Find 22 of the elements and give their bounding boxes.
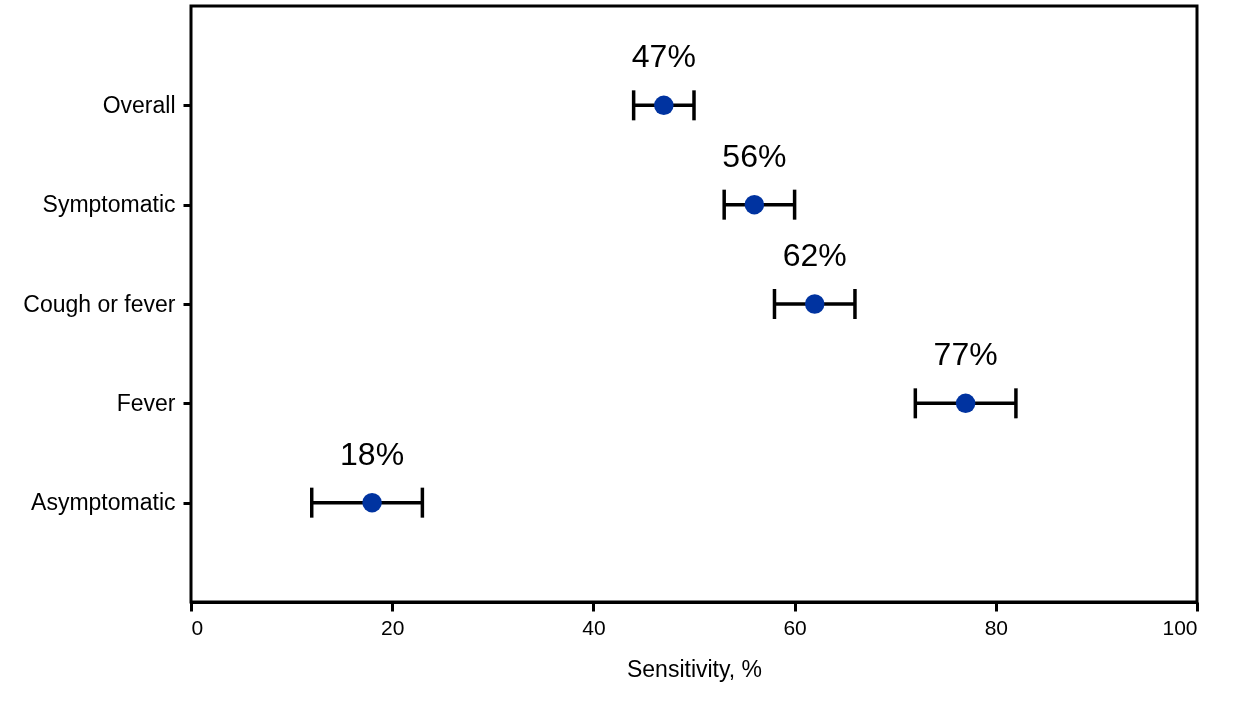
x-tick-label: 20 bbox=[381, 615, 405, 639]
point bbox=[654, 95, 674, 116]
data-label: 77% bbox=[933, 336, 998, 373]
y-tick-label: Fever bbox=[116, 389, 176, 416]
x-axis-title: Sensitivity, % bbox=[626, 655, 763, 682]
point bbox=[804, 294, 825, 314]
data-label: 62% bbox=[782, 237, 847, 273]
data-label: 18% bbox=[340, 435, 405, 472]
x-tick-label: 60 bbox=[783, 615, 807, 639]
y-tick-label: Overall bbox=[102, 91, 176, 118]
point bbox=[955, 393, 976, 414]
data-label: 47% bbox=[631, 38, 696, 75]
x-tick-label: 80 bbox=[984, 615, 1008, 639]
y-tick-label: Asymptomatic bbox=[31, 489, 176, 516]
y-tick-label: Symptomatic bbox=[42, 191, 176, 218]
x-tick-label: 0 bbox=[191, 615, 204, 639]
data-label: 56% bbox=[722, 137, 787, 174]
x-tick-label: 40 bbox=[582, 615, 606, 639]
point bbox=[744, 194, 765, 215]
x-tick-label: 100 bbox=[1162, 615, 1198, 639]
y-tick-label: Cough or fever bbox=[23, 290, 176, 317]
point bbox=[362, 492, 382, 513]
